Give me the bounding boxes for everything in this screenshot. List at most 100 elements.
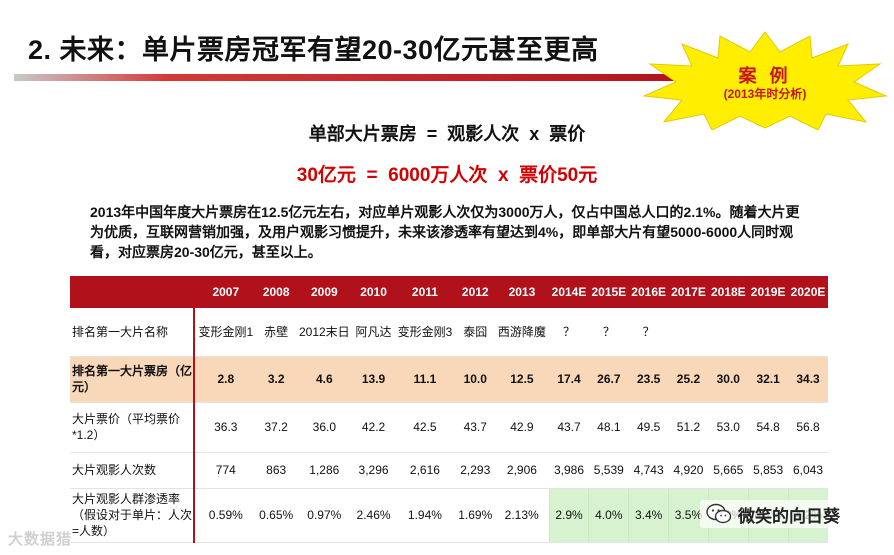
case-badge-title: 案 例 bbox=[738, 66, 792, 86]
table-cell: 0.59% bbox=[208, 508, 243, 522]
table-cell: 32.1 bbox=[748, 356, 789, 402]
year-header: 2009 bbox=[295, 276, 353, 308]
year-header: 2012 bbox=[455, 276, 495, 308]
table-cell: 2012末日 bbox=[298, 325, 350, 340]
table-cell bbox=[788, 308, 828, 356]
table-cell: 2.9% bbox=[548, 488, 589, 542]
table-cell: 2.13% bbox=[504, 508, 539, 522]
table-cell: 36.0 bbox=[312, 420, 336, 434]
header-corner bbox=[70, 276, 195, 308]
formula-definition: 单部大片票房 = 观影人次 x 票价 bbox=[308, 124, 586, 144]
table-cell: 变形金刚1 bbox=[198, 325, 254, 340]
table-cell: 变形金刚3 bbox=[397, 325, 453, 340]
table-cell: 42.2 bbox=[361, 420, 386, 434]
table-cell: 2,616 bbox=[409, 463, 440, 477]
table-cell: 42.5 bbox=[413, 420, 437, 434]
table-cell: 阿凡达 bbox=[355, 325, 392, 340]
year-header: 2016E bbox=[628, 276, 669, 308]
table-cell: 774 bbox=[215, 463, 236, 477]
table-cell: 10.0 bbox=[455, 356, 495, 402]
table-cell: 54.8 bbox=[756, 420, 780, 434]
table-cell: 1,286 bbox=[309, 463, 340, 477]
table-cell: 23.5 bbox=[628, 356, 669, 402]
table-cell: 0.65% bbox=[259, 508, 294, 522]
table-cell: 56.8 bbox=[796, 420, 820, 434]
row-label: 排名第一大片票房（亿元） bbox=[70, 356, 195, 402]
row-label: 大片观影人次数 bbox=[70, 452, 195, 488]
slide-title: 2. 未来：单片票房冠军有望20-30亿元甚至更高 bbox=[28, 35, 599, 65]
table-cell: 赤壁 bbox=[264, 325, 289, 340]
title-divider bbox=[14, 74, 704, 81]
year-header: 2017E bbox=[668, 276, 709, 308]
year-header: 2010 bbox=[352, 276, 395, 308]
table-cell: 37.2 bbox=[264, 420, 288, 434]
table-cell: 43.7 bbox=[463, 420, 487, 434]
table-cell: 6,043 bbox=[793, 463, 824, 477]
table-cell: 42.9 bbox=[510, 420, 534, 434]
table-cell: 2.8 bbox=[194, 356, 257, 402]
table-cell: 13.9 bbox=[352, 356, 395, 402]
table-cell: 26.7 bbox=[588, 356, 629, 402]
table-cell: 11.1 bbox=[394, 356, 456, 402]
table-cell: 5,665 bbox=[713, 463, 744, 477]
table-row: 大片票价（平均票价*1.2） 36.3 37.2 36.0 42.2 42.5 43.7 42… bbox=[70, 402, 828, 452]
table-cell: 5,539 bbox=[593, 463, 624, 477]
box-office-table: 2007 2008 2009 2010 2011 2012 2013 2014E 2015E 20… bbox=[70, 276, 828, 543]
case-badge-subtitle: (2013年时分析) bbox=[723, 87, 807, 101]
watermark-right: 微笑的向日葵 bbox=[700, 500, 846, 528]
table-cell bbox=[708, 308, 748, 356]
table-cell: 863 bbox=[266, 463, 287, 477]
table-cell: 3,986 bbox=[553, 463, 584, 477]
table-cell: 1.94% bbox=[407, 508, 442, 522]
watermark-left: 大数据猎 bbox=[8, 531, 73, 548]
table-cell: 51.2 bbox=[676, 420, 701, 434]
table-cell: 2.46% bbox=[356, 508, 391, 522]
table-cell: 4.0% bbox=[588, 488, 629, 542]
table-cell: 4,920 bbox=[673, 463, 704, 477]
table-cell: 36.3 bbox=[214, 420, 238, 434]
table-row: 排名第一大片票房（亿元） 2.8 3.2 4.6 13.9 11.1 10.0 12.5 17.… bbox=[70, 356, 828, 402]
starburst-icon bbox=[642, 31, 888, 130]
table-cell: 30.0 bbox=[708, 356, 749, 402]
table-cell: 4,743 bbox=[633, 463, 664, 477]
table-cell: 53.0 bbox=[716, 420, 740, 434]
table-cell: 25.2 bbox=[668, 356, 709, 402]
table-row: 大片观影人次数 774 863 1,286 3,296 2,616 2,293 2,906 3,… bbox=[70, 452, 828, 488]
table-cell: 5,853 bbox=[753, 463, 784, 477]
table-cell: 43.7 bbox=[557, 420, 581, 434]
table-cell: 西游降魔 bbox=[497, 325, 546, 340]
row-label: 大片观影人群渗透率（假设对于单片：人次=人数） bbox=[70, 488, 195, 542]
table-cell: 1.69% bbox=[458, 508, 493, 522]
watermark-right-text: 微笑的向日葵 bbox=[738, 506, 840, 526]
year-header: 2020E bbox=[788, 276, 828, 308]
year-header: 2015E bbox=[588, 276, 629, 308]
year-header: 2011 bbox=[394, 276, 456, 308]
row-label: 排名第一大片名称 bbox=[70, 308, 195, 356]
table-cell bbox=[669, 308, 709, 356]
row-label: 大片票价（平均票价*1.2） bbox=[70, 402, 195, 452]
year-header: 2018E bbox=[708, 276, 749, 308]
table-cell: 3.2 bbox=[256, 356, 296, 402]
table-cell: 泰囧 bbox=[463, 325, 488, 340]
table-cell: 48.1 bbox=[597, 420, 621, 434]
year-header: 2008 bbox=[256, 276, 296, 308]
year-header: 2019E bbox=[748, 276, 789, 308]
table-cell: ？ bbox=[642, 325, 655, 340]
table-cell: 2,906 bbox=[506, 463, 537, 477]
table-cell: 3.4% bbox=[628, 488, 669, 542]
table-cell: 49.5 bbox=[636, 420, 661, 434]
year-header: 2013 bbox=[494, 276, 550, 308]
table-cell: 17.4 bbox=[549, 356, 589, 402]
table-cell: 3,296 bbox=[358, 463, 389, 477]
year-header: 2007 bbox=[194, 276, 257, 308]
table-cell bbox=[748, 308, 788, 356]
table-cell: 0.97% bbox=[307, 508, 342, 522]
wechat-icon bbox=[706, 503, 732, 524]
table-cell: 2,293 bbox=[460, 463, 491, 477]
table-cell: ？ bbox=[602, 325, 615, 340]
table-header-row: 2007 2008 2009 2010 2011 2012 2013 2014E 2015E 20… bbox=[70, 276, 828, 308]
year-header: 2014E bbox=[549, 276, 589, 308]
summary-paragraph: 2013年中国年度大片票房在12.5亿元左右，对应单片观影人次仅为3000万人，… bbox=[90, 204, 800, 260]
table-row: 排名第一大片名称 变形金刚1 赤壁 2012末日 阿凡达 变形金刚3 泰囧 西游降魔 ？ ？ ？ bbox=[70, 308, 828, 356]
table-cell: ？ bbox=[562, 325, 575, 340]
